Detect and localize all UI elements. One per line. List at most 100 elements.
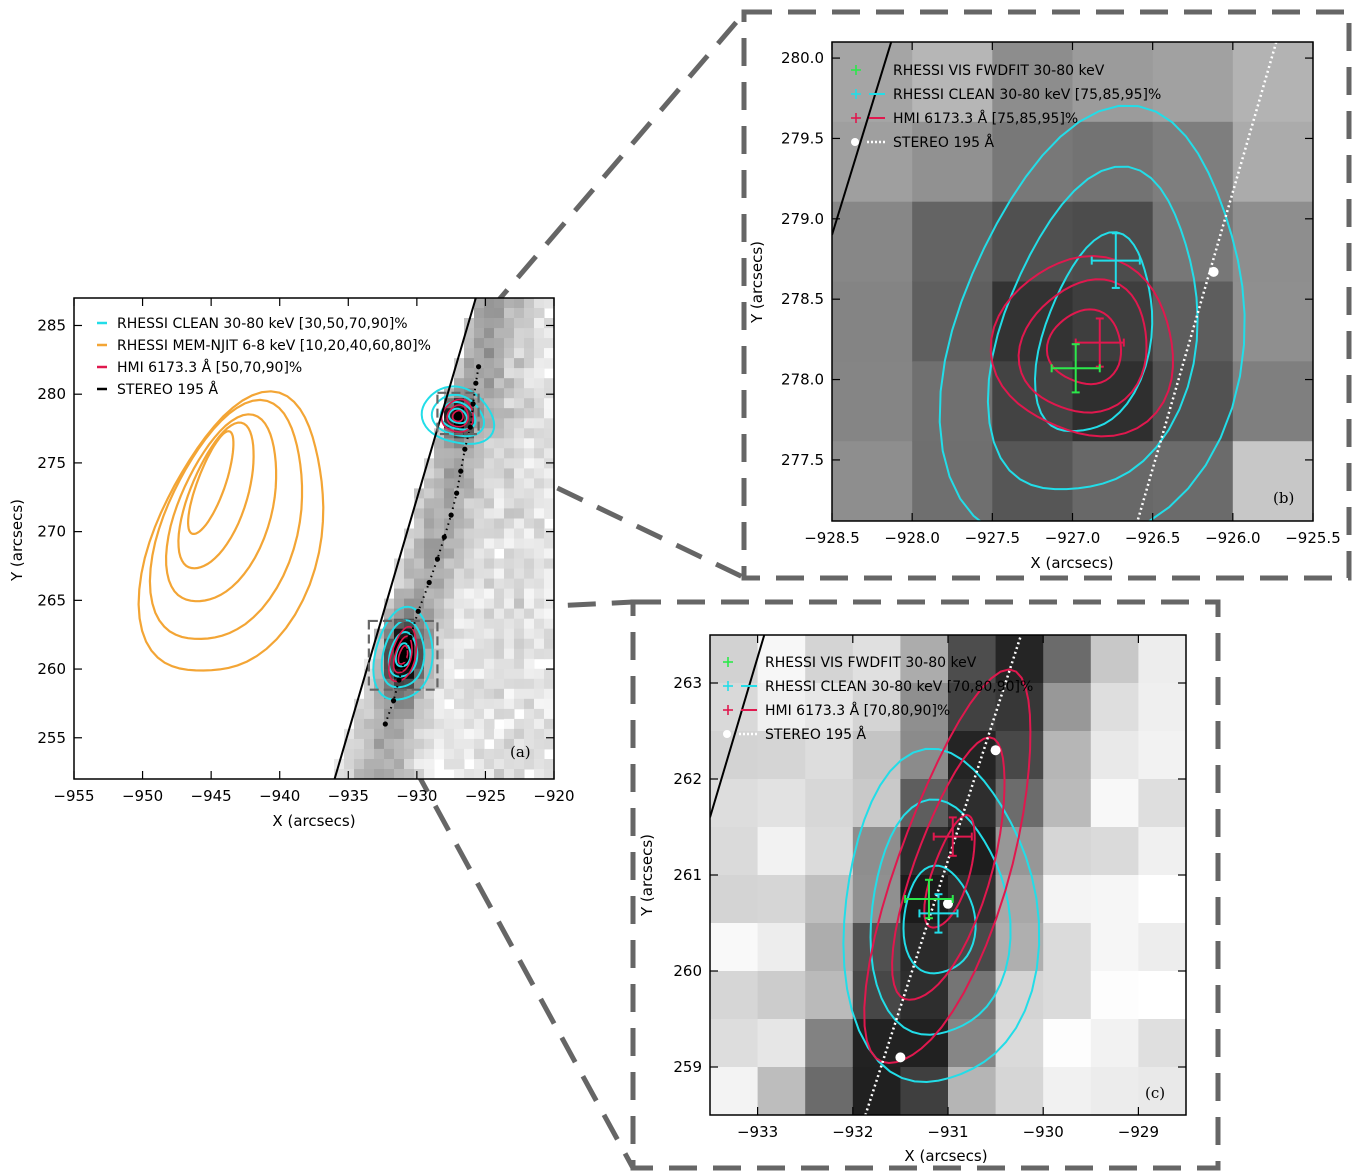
- image-pixel: [514, 448, 525, 459]
- image-pixel: [524, 628, 535, 640]
- image-pixel: [394, 698, 405, 710]
- image-pixel: [534, 759, 545, 770]
- image-pixel: [805, 1067, 854, 1115]
- image-pixel: [474, 648, 485, 660]
- y-tick-label: 278.0: [781, 371, 824, 389]
- image-pixel: [504, 558, 515, 569]
- image-pixel: [852, 635, 901, 684]
- y-tick-label: 260: [37, 660, 66, 678]
- image-pixel: [414, 558, 425, 569]
- image-pixel: [364, 738, 375, 750]
- image-pixel: [364, 698, 375, 710]
- image-pixel: [514, 608, 525, 620]
- image-pixel: [484, 408, 495, 419]
- image-pixel: [444, 628, 455, 640]
- image-pixel: [424, 558, 435, 569]
- image-pixel: [514, 488, 525, 499]
- image-pixel: [514, 618, 525, 630]
- image-pixel: [454, 578, 465, 590]
- image-pixel: [484, 558, 495, 569]
- image-pixel: [534, 728, 545, 740]
- image-pixel: [832, 441, 913, 521]
- image-pixel: [404, 769, 415, 779]
- image-pixel: [454, 498, 465, 509]
- image-pixel: [454, 378, 465, 389]
- image-pixel: [514, 558, 525, 569]
- image-pixel: [424, 759, 435, 770]
- image-pixel: [454, 528, 465, 539]
- image-pixel: [464, 338, 475, 349]
- image-pixel: [444, 648, 455, 660]
- image-pixel: [948, 1019, 997, 1068]
- image-pixel: [444, 678, 455, 690]
- image-pixel: [464, 368, 475, 379]
- x-tick-label: −925: [465, 787, 506, 805]
- clean-contour: [902, 864, 977, 975]
- image-pixel: [454, 488, 465, 499]
- image-pixel: [484, 328, 495, 339]
- image-pixel: [1138, 683, 1186, 732]
- image-pixel: [454, 688, 465, 700]
- image-pixel: [494, 478, 505, 489]
- legend-entry: HMI 6173.3 Å [75,85,95]%: [893, 110, 1078, 127]
- mem-contour: [148, 398, 304, 641]
- image-pixel: [454, 728, 465, 740]
- image-pixel: [444, 658, 455, 670]
- stereo-line: [1136, 42, 1278, 521]
- image-pixel: [514, 308, 525, 319]
- image-pixel: [544, 738, 554, 750]
- y-tick-label: 275: [37, 454, 66, 472]
- image-pixel: [524, 748, 535, 760]
- image-pixel: [384, 618, 395, 630]
- panel-b-limb-line: [832, 42, 893, 236]
- image-pixel: [474, 628, 485, 640]
- image-pixel: [404, 759, 415, 770]
- image-pixel: [474, 488, 485, 499]
- image-pixel: [544, 648, 554, 660]
- image-pixel: [1043, 827, 1092, 876]
- image-pixel: [524, 598, 535, 610]
- image-pixel: [474, 498, 485, 509]
- image-pixel: [354, 769, 365, 779]
- image-pixel: [374, 648, 385, 660]
- image-pixel: [534, 638, 545, 650]
- image-pixel: [757, 875, 806, 924]
- image-pixel: [384, 638, 395, 650]
- image-pixel: [494, 458, 505, 469]
- image-pixel: [1152, 281, 1234, 362]
- hmi-contour: [1045, 308, 1123, 386]
- stereo-point: [448, 512, 454, 518]
- image-pixel: [474, 728, 485, 740]
- image-pixel: [494, 398, 505, 409]
- image-pixel: [544, 468, 554, 479]
- image-pixel: [484, 308, 495, 319]
- image-pixel: [544, 598, 554, 610]
- image-pixel: [544, 568, 554, 580]
- panel-c-legend: RHESSI VIS FWDFIT 30-80 keV RHESSI CLEAN …: [723, 655, 1033, 743]
- image-pixel: [474, 528, 485, 539]
- image-pixel: [534, 618, 545, 630]
- hmi-contour: [863, 668, 1032, 1065]
- image-pixel: [534, 718, 545, 730]
- image-pixel: [805, 1019, 854, 1068]
- image-pixel: [524, 318, 535, 329]
- panel-a-ylabel: Y (arcsecs): [8, 499, 26, 582]
- image-pixel: [434, 568, 445, 580]
- image-pixel: [992, 361, 1074, 442]
- x-tick-label: −925.5: [1285, 529, 1341, 547]
- panel-b-stereo: [1136, 42, 1278, 521]
- image-pixel: [514, 298, 525, 309]
- image-pixel: [484, 388, 495, 399]
- image-pixel: [434, 728, 445, 740]
- image-pixel: [900, 923, 949, 972]
- hmi-contour: [388, 625, 418, 683]
- image-pixel: [534, 468, 545, 479]
- y-tick-label: 262: [673, 770, 702, 788]
- image-pixel: [494, 488, 505, 499]
- image-pixel: [414, 498, 425, 509]
- image-pixel: [494, 448, 505, 459]
- image-pixel: [504, 568, 515, 580]
- panel-c-intensity-map: [710, 635, 1186, 1115]
- image-pixel: [484, 368, 495, 379]
- image-pixel: [504, 398, 515, 409]
